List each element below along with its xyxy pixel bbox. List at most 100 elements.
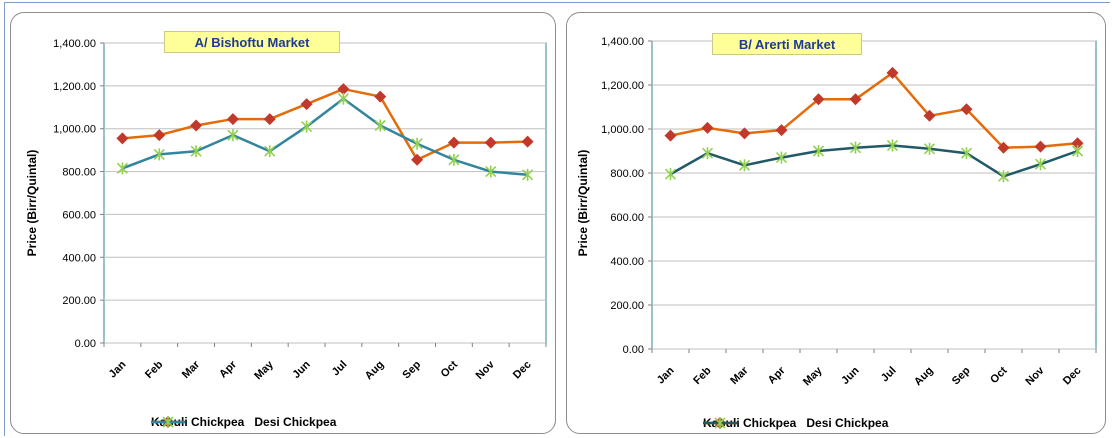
legend-label-desi: Desi Chickpea [806, 416, 889, 430]
y-axis-label: Price (Birr/Quintal) [25, 149, 39, 257]
data-point [775, 151, 788, 164]
y-axis-label: Price (Birr/Quintal) [576, 149, 590, 257]
legend-label-kabuli: Kabuli Chickpea [151, 415, 245, 429]
data-point [812, 145, 825, 157]
legend-label-desi: Desi Chickpea [254, 415, 337, 429]
x-tick-label: Oct [439, 358, 461, 380]
data-point [337, 83, 350, 96]
chart-panel-arerti: 0.00 200.00 400.00 600.00 800.00 1,000.00 1,20… [566, 12, 1106, 434]
data-point [153, 129, 166, 142]
x-tick-label: Jul [330, 359, 350, 379]
legend-swatch-desi [703, 417, 737, 429]
data-point [701, 147, 714, 160]
data-point [485, 165, 497, 178]
x-tick-label: May [252, 358, 276, 382]
chart-title: A/ Bishoftu Market [164, 31, 340, 53]
data-point [226, 113, 239, 126]
x-tick-label: Feb [143, 358, 166, 381]
data-point [190, 145, 202, 158]
series-line [670, 71, 1078, 149]
data-point [1071, 145, 1084, 157]
x-tick-label: Aug [363, 359, 387, 383]
y-tick-label: 1,400.00 [53, 38, 96, 50]
series-line [122, 87, 528, 162]
legend-label-kabuli: Kabuli Chickpea [703, 416, 797, 430]
y-tick-label: 600.00 [62, 209, 96, 221]
x-tick-label: Feb [691, 364, 714, 387]
x-tick-label: Dec [511, 359, 534, 382]
y-tick-label: 800.00 [62, 167, 96, 179]
data-point [190, 119, 203, 132]
y-tick-label: 600.00 [610, 212, 644, 224]
data-point [116, 132, 129, 145]
plot-area [103, 42, 547, 344]
data-point [447, 136, 460, 149]
y-tick-label: 200.00 [610, 300, 644, 312]
x-tick-label: Jul [879, 365, 899, 385]
x-tick-label: Sep [950, 364, 973, 387]
data-point [300, 98, 313, 111]
data-point [849, 141, 862, 154]
x-tick-label: Nov [1023, 364, 1047, 388]
y-tick-label: 0.00 [623, 344, 644, 356]
y-tick-label: 200.00 [62, 295, 96, 307]
data-point [301, 120, 313, 133]
y-tick-label: 1,200.00 [601, 80, 644, 92]
data-point [1034, 158, 1047, 171]
data-point [812, 93, 825, 106]
legend-item-desi: Desi Chickpea [151, 415, 337, 429]
data-point [374, 90, 387, 103]
data-point [448, 153, 460, 166]
x-tick-label: Jan [655, 364, 677, 386]
x-tick-label: Nov [474, 358, 498, 382]
data-point [484, 136, 497, 149]
data-point [411, 153, 424, 166]
y-tick-label: 0.00 [75, 338, 96, 350]
data-point [923, 142, 936, 155]
data-point [664, 168, 677, 181]
legend: Kabuli Chickpea Desi Chickpea [703, 416, 888, 430]
data-point [960, 147, 973, 160]
data-point [522, 168, 534, 181]
outer-frame [4, 2, 1110, 436]
data-point [997, 141, 1010, 154]
data-point [738, 159, 751, 172]
x-tick-label: Apr [766, 364, 788, 386]
series-line [669, 144, 1078, 178]
data-point [701, 121, 714, 134]
data-point [153, 148, 165, 161]
y-tick-label: 800.00 [610, 168, 644, 180]
chart-title: B/ Arerti Market [712, 33, 862, 55]
data-point [116, 162, 128, 175]
data-point [849, 93, 862, 106]
y-tick-label: 1,000.00 [601, 124, 644, 136]
x-tick-label: Mar [180, 358, 203, 381]
x-tick-label: Aug [912, 365, 936, 389]
data-point [923, 109, 936, 122]
y-tick-label: 1,000.00 [53, 124, 96, 136]
data-point [1034, 140, 1047, 153]
data-point [886, 66, 899, 79]
x-tick-label: Sep [400, 358, 423, 381]
data-point [521, 135, 534, 148]
x-tick-label: Jun [839, 364, 862, 387]
x-tick-label: Jan [107, 358, 129, 380]
y-tick-label: 1,200.00 [53, 81, 96, 93]
series-line [121, 97, 528, 177]
chart-panel-bishoftu: 0.00 200.00 400.00 600.00 800.00 1,000.00 1,20… [10, 12, 556, 434]
x-tick-label: Dec [1061, 365, 1084, 388]
legend-swatch-desi [151, 416, 185, 428]
data-point [960, 103, 973, 116]
data-point [997, 170, 1010, 183]
x-tick-label: Oct [988, 364, 1010, 386]
chart-svg-arerti: 0.00 200.00 400.00 600.00 800.00 1,000.00 1,20… [601, 36, 1097, 389]
x-tick-label: Jun [290, 358, 313, 381]
y-tick-label: 400.00 [610, 256, 644, 268]
chart-svg-bishoftu: 0.00 200.00 400.00 600.00 800.00 1,000.00 1,20… [53, 38, 547, 383]
x-tick-label: Mar [728, 364, 751, 387]
y-tick-label: 1,400.00 [601, 36, 644, 48]
data-point [1071, 137, 1084, 150]
x-tick-label: May [801, 364, 825, 388]
data-point [264, 145, 276, 158]
data-point [227, 129, 239, 142]
